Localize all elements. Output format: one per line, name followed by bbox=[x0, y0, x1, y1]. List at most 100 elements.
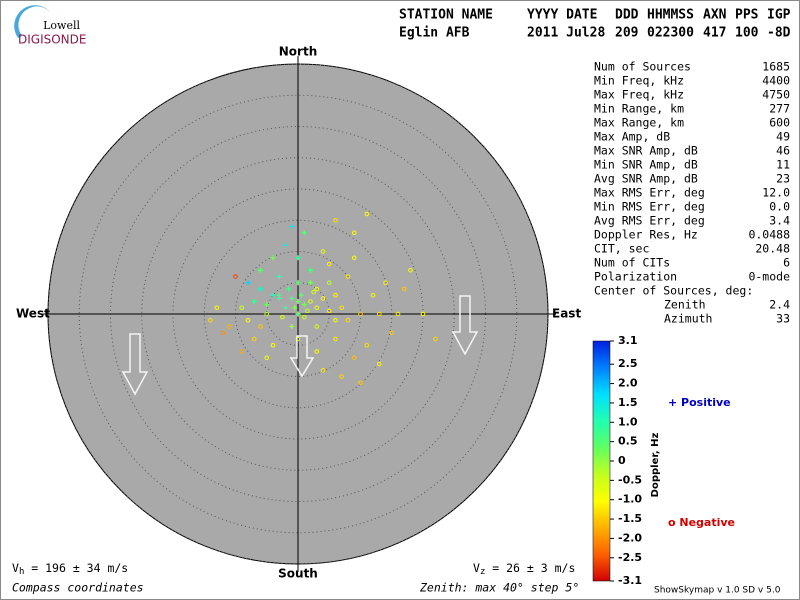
positive-source bbox=[301, 302, 307, 308]
header-value: 209 bbox=[615, 26, 638, 41]
stat-value: 277 bbox=[769, 102, 790, 116]
colorbar-tick-label: 1.0 bbox=[618, 415, 638, 428]
negative-source bbox=[433, 336, 438, 342]
positive-source bbox=[295, 255, 301, 261]
velocity-arrows bbox=[121, 295, 479, 396]
header-value: 2011 Jul28 bbox=[527, 26, 605, 41]
stat-value: 4400 bbox=[762, 74, 790, 88]
stat-value: 12.0 bbox=[762, 186, 790, 200]
stat-label: Polarization bbox=[594, 270, 677, 284]
header-value: -8D bbox=[767, 26, 791, 41]
stat-value: 600 bbox=[769, 116, 790, 130]
colorbar-tick-label: -3.1 bbox=[618, 574, 642, 587]
negative-source bbox=[358, 380, 363, 386]
negative-source bbox=[264, 355, 270, 361]
negative-source bbox=[314, 286, 320, 292]
positive-source bbox=[270, 255, 276, 261]
colorbar-tick-label: -1.0 bbox=[618, 493, 642, 506]
negative-source bbox=[376, 361, 382, 367]
velocity: Vh = 196 ± 34 m/s bbox=[12, 561, 128, 577]
header-column: PPS bbox=[735, 8, 759, 23]
direction-label: West bbox=[16, 307, 50, 321]
stat-value: 0.0488 bbox=[748, 228, 790, 242]
positive-source bbox=[289, 295, 295, 301]
stat-value: 49 bbox=[776, 130, 790, 144]
header-column: DDD bbox=[615, 8, 639, 23]
stat-value: 46 bbox=[776, 144, 790, 158]
header-value: 022300 bbox=[647, 26, 694, 41]
velocity: Vz = 26 ± 3 m/s bbox=[473, 561, 575, 577]
positive-source bbox=[295, 280, 301, 286]
negative-source bbox=[239, 349, 245, 354]
negative-source bbox=[301, 314, 307, 320]
negative-source bbox=[351, 255, 357, 261]
negative-source bbox=[305, 308, 310, 314]
header-column: HHMMSS bbox=[647, 8, 694, 23]
stat-label: Max Freq, kHz bbox=[594, 88, 684, 102]
negative-source bbox=[345, 274, 351, 279]
negative-source bbox=[389, 330, 395, 336]
positive-source bbox=[264, 302, 270, 308]
positive-source bbox=[283, 305, 288, 311]
stat-label: Avg RMS Err, deg bbox=[594, 214, 705, 228]
stat-label: Min RMS Err, deg bbox=[594, 200, 705, 214]
stat-label: CIT, sec bbox=[594, 242, 649, 256]
positive-source bbox=[295, 299, 301, 304]
velocity-symbol: V bbox=[473, 561, 480, 575]
colorbar-tick-label: 2.5 bbox=[618, 357, 638, 370]
direction-label: North bbox=[279, 45, 317, 59]
negative-source bbox=[333, 292, 338, 298]
direction-label: East bbox=[552, 307, 581, 321]
coords-note: Compass coordinates bbox=[12, 581, 144, 595]
stat-label: Max Range, km bbox=[594, 116, 684, 130]
negative-source bbox=[239, 305, 245, 311]
velocity-sub: z bbox=[480, 567, 485, 577]
version: ShowSkymap v 1.0 SD v 5.0 bbox=[654, 586, 781, 596]
positive-source bbox=[289, 324, 295, 329]
stat-value: 23 bbox=[776, 172, 790, 186]
negative-source bbox=[333, 336, 338, 342]
colorbar-tick-label: 0 bbox=[618, 454, 626, 467]
stat-label: Min Freq, kHz bbox=[594, 74, 684, 88]
legend-negative: o Negative bbox=[668, 516, 735, 529]
stat-label: Min Range, km bbox=[594, 102, 684, 116]
header-column: IGP bbox=[767, 8, 791, 23]
negative-source bbox=[401, 286, 407, 292]
stat-value: 1685 bbox=[762, 60, 790, 74]
negative-source bbox=[358, 311, 363, 317]
negative-source bbox=[320, 367, 326, 373]
negative-source bbox=[345, 317, 351, 323]
velocity-text: = 196 ± 34 m/s bbox=[24, 561, 128, 575]
negative-source bbox=[220, 330, 226, 336]
negative-source bbox=[420, 311, 426, 317]
positive-source bbox=[301, 230, 307, 236]
stat-value: 3.4 bbox=[769, 214, 790, 228]
positive-source bbox=[276, 274, 282, 279]
negative-source bbox=[326, 280, 332, 286]
positive-source bbox=[245, 280, 251, 286]
colorbar-tick-label: 1.5 bbox=[618, 396, 638, 409]
velocity-symbol: V bbox=[12, 561, 19, 575]
negative-source bbox=[320, 296, 326, 301]
negative-source bbox=[314, 324, 320, 329]
polar-plot bbox=[40, 56, 556, 572]
negative-source bbox=[280, 314, 285, 320]
negative-source bbox=[333, 317, 338, 323]
stat-label: Min SNR Amp, dB bbox=[594, 158, 698, 172]
logo-bottom: DIGISONDE bbox=[18, 33, 86, 47]
positive-source bbox=[258, 267, 263, 273]
negative-source bbox=[339, 305, 345, 311]
negative-source bbox=[258, 324, 263, 329]
zenith-note: Zenith: max 40° step 5° bbox=[419, 581, 579, 595]
stat-label: Doppler Res, Hz bbox=[594, 228, 698, 242]
positive-source bbox=[289, 224, 295, 229]
center-title: Center of Sources, deg: bbox=[594, 284, 753, 298]
stat-value: 0.0 bbox=[769, 200, 790, 214]
positive-source bbox=[308, 280, 313, 286]
stat-value: 20.48 bbox=[755, 242, 790, 256]
velocity-text: = 26 ± 3 m/s bbox=[485, 561, 575, 575]
negative-source bbox=[351, 230, 357, 236]
colorbar-tick-label: 0.5 bbox=[618, 435, 638, 448]
negative-source bbox=[233, 274, 238, 279]
